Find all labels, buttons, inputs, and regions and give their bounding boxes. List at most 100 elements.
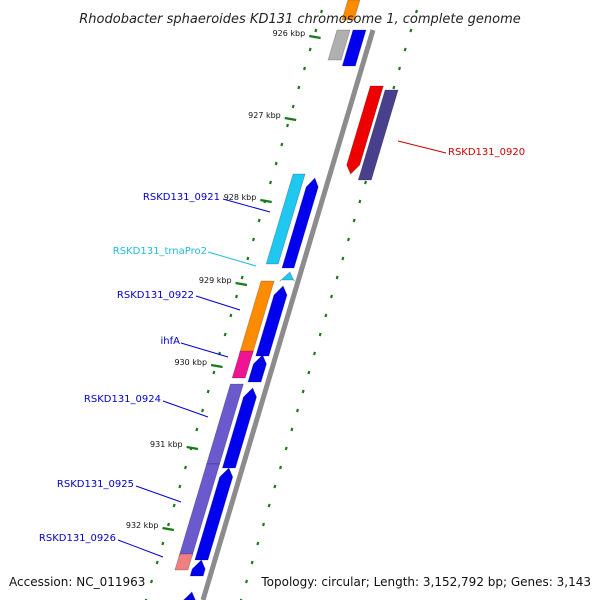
cds-feature [182,591,197,600]
tick-dot [279,465,283,470]
cog-feature [327,29,351,61]
tick-dot [409,28,413,33]
gene-label[interactable]: RSKD131_0920 [448,147,525,158]
tick-dot [415,9,419,14]
cog-feature [174,553,194,571]
tick-dot [303,66,307,71]
gene-leader-line [135,485,182,503]
gene-label[interactable]: RSKD131_0925 [57,479,134,490]
major-tick [235,281,248,287]
tick-dot [267,503,271,508]
genome-summary: Topology: circular; Length: 3,152,792 bp… [260,575,591,589]
major-tick [309,34,321,40]
tick-dot [273,484,277,489]
gene-label[interactable]: RSKD131_0921 [143,192,220,203]
scale-labels: 926 kbp 927 kbp 928 kbp 929 kbp 930 kbp 931 k… [126,29,305,530]
cds-feature-reverse [346,85,384,175]
major-tick [186,445,199,451]
tick-dot [358,199,362,204]
tick-dot [313,351,317,356]
tick-dot [352,218,356,223]
cog-feature [178,463,221,557]
gene-leader-line [195,295,241,311]
cds-feature [281,177,319,269]
cog-feature [357,89,399,181]
gene-label[interactable]: ihfA [161,336,181,347]
cds-feature [255,285,288,357]
chromosome-backbone [200,29,376,600]
tick-dot [161,541,165,546]
tick-dot [201,408,205,413]
tick-dot [320,9,324,14]
tick-dot [262,522,266,527]
scale-label: 926 kbp [273,29,306,38]
scale-label: 927 kbp [248,111,281,120]
tick-dot [252,237,256,242]
tick-dot [364,180,368,185]
gene-leader-line [222,198,271,213]
tick-dot [223,332,227,337]
tick-dot [150,579,154,584]
tick-dot [335,275,339,280]
gene-label[interactable]: RSKD131_0924 [84,394,161,405]
tick-dot [324,313,328,318]
tick-dot [307,370,311,375]
tick-dot [341,256,345,261]
tick-dot [392,85,396,90]
gene-features [174,0,399,600]
tick-dot [167,522,171,527]
tick-dot [314,28,318,33]
gene-leader-line [397,140,447,154]
scale-label: 932 kbp [126,521,159,530]
cds-feature [221,387,257,469]
cog-feature [231,350,254,379]
tick-dot [284,446,288,451]
gene-leader-line [117,539,164,558]
tick-dot [245,579,249,584]
tick-dot [235,294,239,299]
scale-label: 931 kbp [150,440,183,449]
gene-label[interactable]: RSKD131_0926 [39,533,116,544]
tick-dot [297,85,301,90]
tick-dot [195,427,199,432]
scale-label: 929 kbp [199,276,232,285]
tick-dot [172,503,176,508]
tick-dot [184,465,188,470]
major-tick [162,526,175,532]
gene-leader-line [180,342,229,358]
gene-labels: RSKD131_0920 RSKD131_0921 RSKD131_trnaPro2… [39,140,525,558]
cds-feature [189,559,206,577]
tick-dot [291,104,295,109]
tick-dot [274,161,278,166]
accession-text: Accession: NC_011963 [9,575,145,589]
cog-feature [341,0,361,21]
tick-dot [318,332,322,337]
map-title: Rhodobacter sphaeroides KD131 chromosome… [79,12,520,27]
tick-dot [290,427,294,432]
tick-dot [212,370,216,375]
tick-dot [296,408,300,413]
gene-label[interactable]: RSKD131_0922 [117,290,194,301]
trna-feature [279,271,295,283]
tick-dot [280,142,284,147]
major-tick [210,363,223,369]
tick-dot [240,275,244,280]
tick-dot [155,560,159,565]
tick-dot [250,560,254,565]
tick-dot [301,389,305,394]
tick-dot [257,218,261,223]
tick-dot [206,389,210,394]
tick-dot [269,180,273,185]
tick-dot [330,294,334,299]
tick-dot [308,47,312,52]
major-tick [284,116,297,122]
cog-feature [265,173,306,265]
gene-leader-line [207,251,257,267]
major-tick [260,198,272,204]
tick-dot [286,123,290,128]
gene-label[interactable]: RSKD131_trnaPro2 [113,246,207,257]
tick-dot [229,313,233,318]
gene-leader-line [162,400,209,418]
tick-dot [256,541,260,546]
tick-dot [398,66,402,71]
